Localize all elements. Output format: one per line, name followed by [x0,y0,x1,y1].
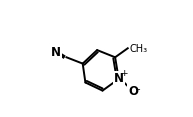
Text: –: – [136,85,140,94]
Text: CH₃: CH₃ [130,44,148,54]
Text: N: N [114,72,124,85]
Text: O: O [128,85,138,98]
Text: N: N [51,46,61,59]
Text: +: + [120,69,127,79]
